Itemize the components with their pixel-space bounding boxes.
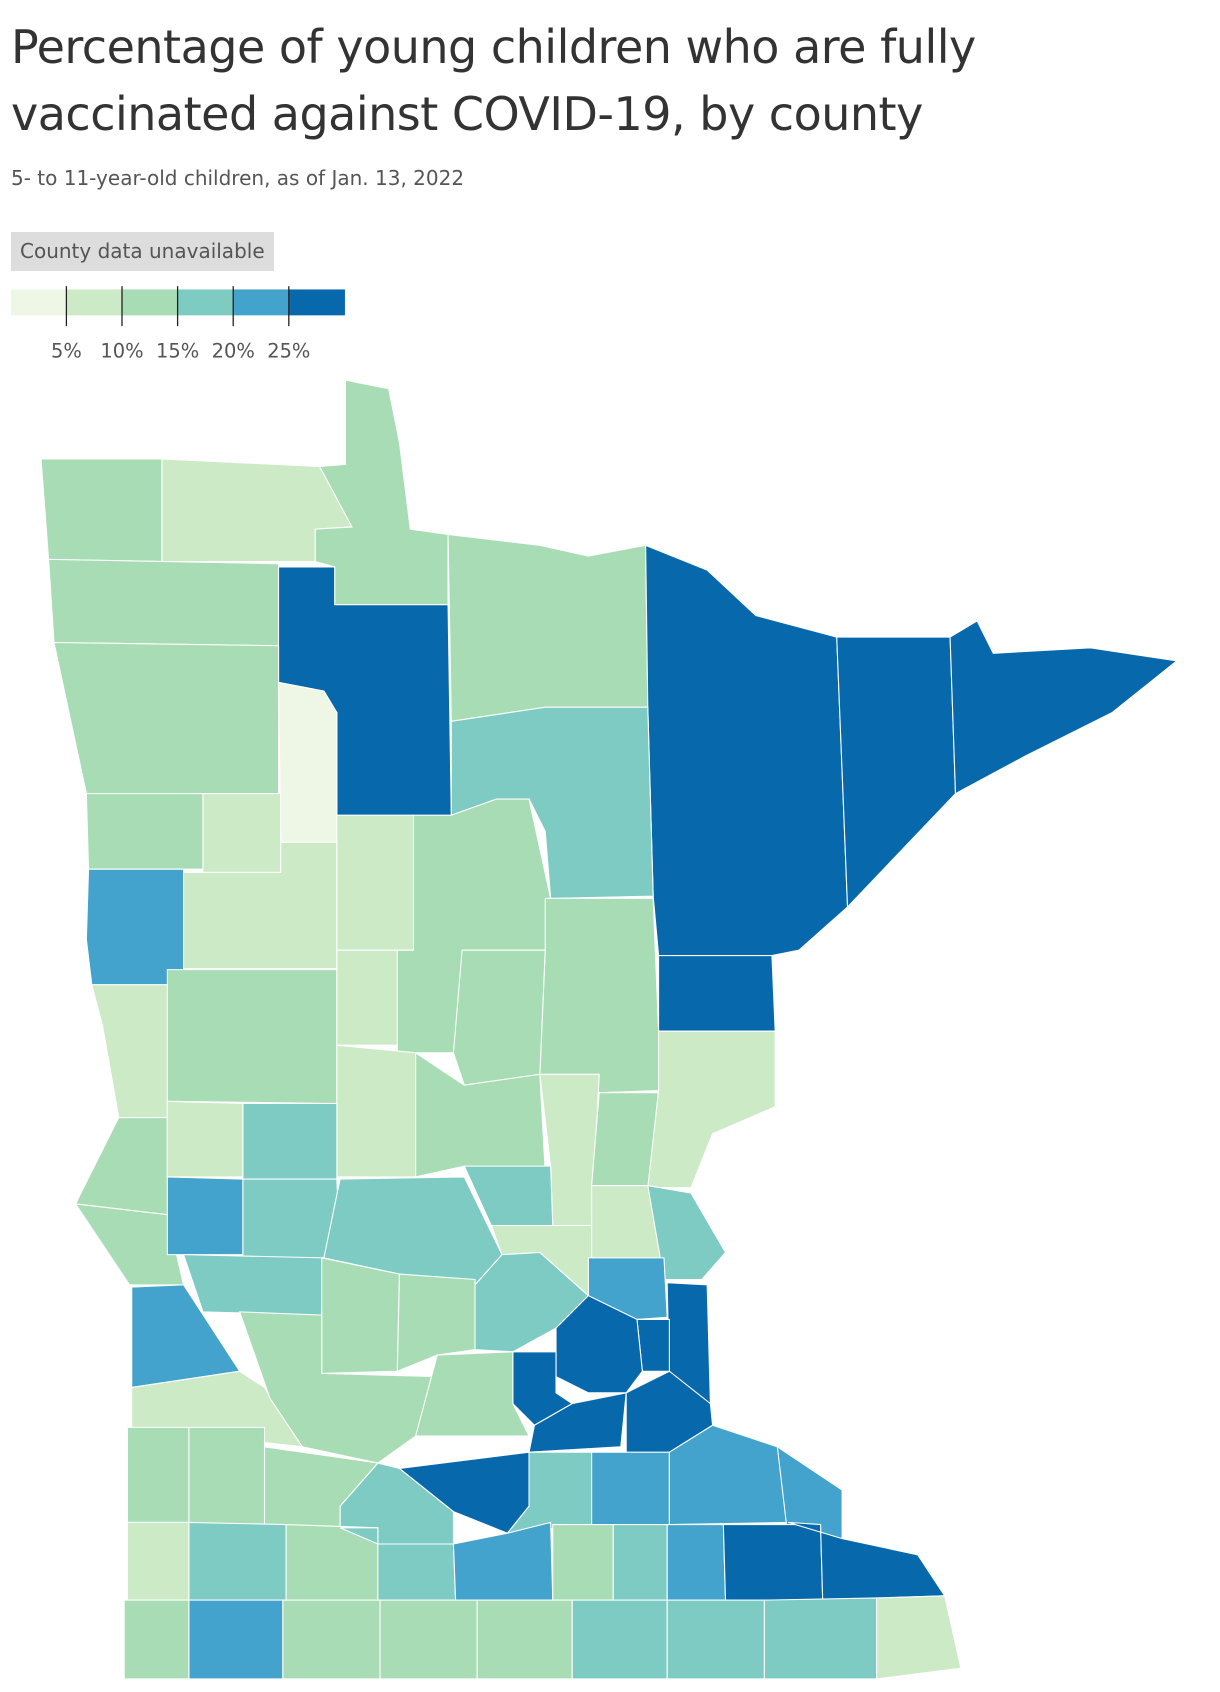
county [647, 1030, 776, 1189]
legend-swatch [177, 289, 234, 316]
legend-swatch [233, 289, 290, 316]
county [379, 1599, 478, 1680]
unavailable-note: County data unavailable [11, 232, 274, 271]
county [645, 544, 849, 957]
legend-swatch [122, 289, 179, 316]
county [949, 620, 1179, 795]
county [242, 1178, 341, 1259]
subtitle: 5- to 11-year-old children, as of Jan. 1… [11, 166, 465, 190]
legend-swatch [288, 289, 345, 316]
county [166, 1176, 244, 1256]
county [336, 1044, 417, 1178]
county [836, 636, 957, 909]
title: Percentage of young children who are ful… [11, 20, 976, 141]
county [126, 1426, 190, 1523]
county [763, 1597, 878, 1680]
county [666, 1524, 727, 1601]
county [528, 1392, 627, 1453]
county [552, 1524, 614, 1601]
county [85, 868, 185, 986]
county [85, 793, 204, 870]
county [612, 1524, 668, 1601]
county [40, 458, 163, 563]
county [539, 897, 660, 1094]
county [414, 1351, 530, 1437]
county [282, 1599, 381, 1680]
legend-tick-label: 20% [212, 339, 255, 362]
county [555, 1295, 643, 1394]
county [571, 1599, 668, 1680]
county [74, 1116, 168, 1216]
county [242, 1102, 338, 1180]
county [277, 681, 338, 843]
county [321, 1257, 401, 1374]
county [166, 969, 338, 1105]
county [182, 1254, 325, 1316]
county [591, 1451, 670, 1526]
county [336, 814, 415, 951]
county [396, 1273, 476, 1373]
county [202, 793, 282, 873]
legend-tick-label: 5% [51, 339, 82, 362]
county [452, 949, 546, 1086]
county [314, 379, 449, 606]
county [336, 949, 398, 1046]
legend-swatch [66, 289, 123, 316]
county [188, 1521, 287, 1601]
county [447, 533, 649, 722]
legend: 5% 10% 15% 20% 25% [10, 286, 345, 362]
county [452, 1521, 554, 1601]
county [876, 1595, 962, 1680]
county [263, 1446, 379, 1529]
county [166, 1100, 244, 1178]
county [658, 955, 776, 1032]
county [188, 1599, 284, 1680]
county [126, 1521, 190, 1601]
county [722, 1524, 824, 1601]
county [587, 1257, 668, 1320]
county [591, 1092, 660, 1187]
counties [40, 379, 1179, 1680]
county [666, 1599, 765, 1680]
legend-tick-label: 15% [156, 339, 199, 362]
county [123, 1599, 190, 1680]
legend-tick-label: 25% [267, 339, 310, 362]
legend-swatch [10, 289, 67, 316]
county [48, 558, 280, 647]
county [476, 1599, 573, 1680]
county [188, 1426, 266, 1526]
county [53, 641, 280, 795]
county [91, 984, 168, 1119]
legend-tick-label: 10% [100, 339, 143, 362]
